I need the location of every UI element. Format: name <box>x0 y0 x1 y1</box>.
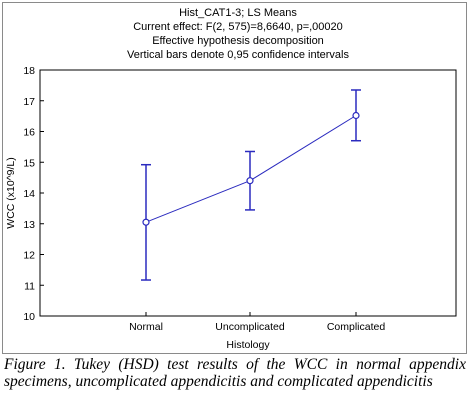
title-line-3: Effective hypothesis decomposition <box>152 35 324 47</box>
data-point <box>246 177 254 185</box>
chart-title: Hist_CAT1-3; LS Means Current effect: F(… <box>127 7 349 61</box>
title-line-2: Current effect: F(2, 575)=8,6640, p=,000… <box>133 21 343 33</box>
x-axis: Normal Uncomplicated Complicated <box>129 312 385 333</box>
y-tick-label: 18 <box>23 65 35 77</box>
figure-frame <box>2 2 467 354</box>
y-axis: 10 11 12 13 14 15 16 17 18 <box>23 65 44 323</box>
series-wcc <box>141 89 361 281</box>
y-tick-label: 15 <box>23 157 35 169</box>
y-tick-label: 13 <box>23 219 35 231</box>
x-tick-label: Complicated <box>327 321 386 333</box>
x-axis-label: Histology <box>226 339 270 351</box>
y-axis-label: WCC (x10^9/L) <box>5 157 17 228</box>
y-tick-label: 17 <box>23 96 35 108</box>
x-tick-label: Normal <box>129 321 163 333</box>
figure-caption: Figure 1. Tukey (HSD) test results of th… <box>4 356 466 390</box>
title-line-4: Vertical bars denote 0,95 confidence int… <box>127 49 349 61</box>
y-tick-label: 14 <box>23 188 35 200</box>
data-point <box>352 111 360 120</box>
y-tick-label: 16 <box>23 127 35 139</box>
series-line <box>145 115 357 223</box>
chart: Hist_CAT1-3; LS Means Current effect: F(… <box>5 7 457 351</box>
plot-area-border <box>39 69 457 317</box>
title-line-1: Hist_CAT1-3; LS Means <box>179 7 297 19</box>
y-tick-label: 10 <box>23 311 35 323</box>
x-tick-label: Uncomplicated <box>215 321 285 333</box>
y-tick-label: 12 <box>23 250 35 262</box>
y-tick-label: 11 <box>24 280 35 292</box>
data-point <box>142 218 150 226</box>
